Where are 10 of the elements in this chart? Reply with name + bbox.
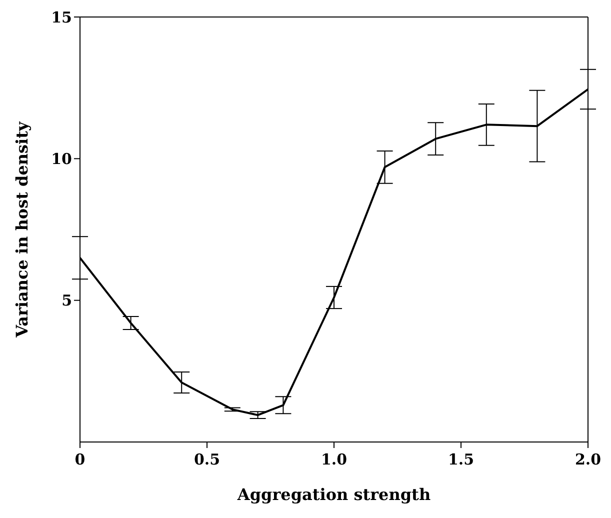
y-axis-title: Variance in host density	[12, 120, 32, 338]
y-tick-label: 15	[51, 8, 72, 26]
y-tick-label: 10	[51, 150, 72, 168]
y-tick-label: 5	[62, 292, 72, 310]
x-axis-title: Aggregation strength	[236, 485, 431, 504]
x-tick-label: 2.0	[574, 450, 602, 469]
x-tick-label: 1.0	[320, 450, 348, 469]
x-tick-label: 0.5	[194, 450, 220, 469]
x-tick-label: 1.5	[448, 450, 474, 469]
x-tick-label: 0	[74, 450, 86, 469]
